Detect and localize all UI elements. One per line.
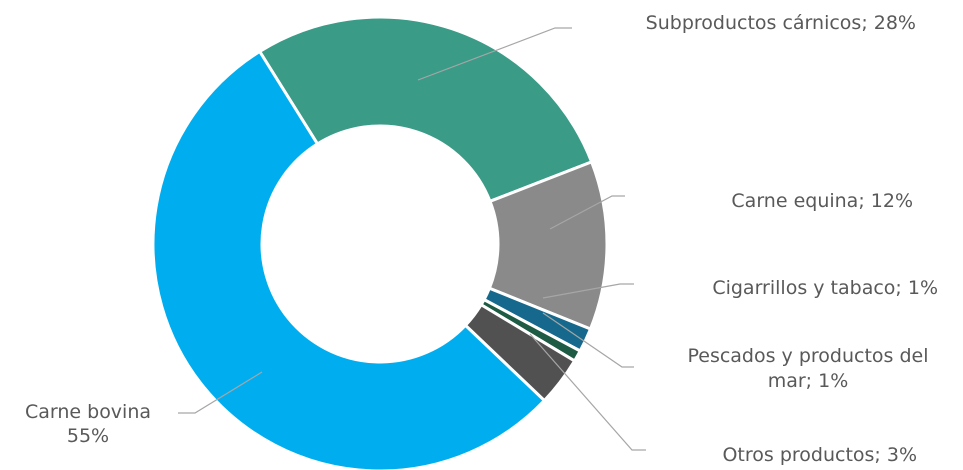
label-carne-bovina-line-1: Carne bovina (25, 401, 151, 423)
label-otros-productos: Otros productos; 3% (722, 444, 917, 466)
leader-cigarrillos (542, 283, 634, 299)
slice-subproductos-carnicos (258, 15, 594, 203)
leader-carne-equina (549, 195, 625, 230)
slice-carne-bovina (151, 49, 546, 470)
label-carne-bovina-line-2: 55% (67, 425, 109, 447)
leader-pescados (542, 312, 634, 368)
label-cigarrillos-tabaco: Cigarrillos y tabaco; 1% (712, 277, 938, 299)
leader-carne-bovina (178, 371, 263, 414)
label-carne-equina: Carne equina; 12% (731, 190, 913, 212)
label-subproductos-carnicos: Subproductos cárnicos; 28% (646, 12, 916, 34)
label-pescados-line-2: mar; 1% (768, 370, 849, 392)
leader-otros (529, 333, 646, 451)
leader-subproductos (417, 27, 572, 81)
donut-slices (151, 15, 609, 470)
leader-lines (178, 27, 646, 451)
label-pescados-line-1: Pescados y productos del (687, 345, 928, 367)
